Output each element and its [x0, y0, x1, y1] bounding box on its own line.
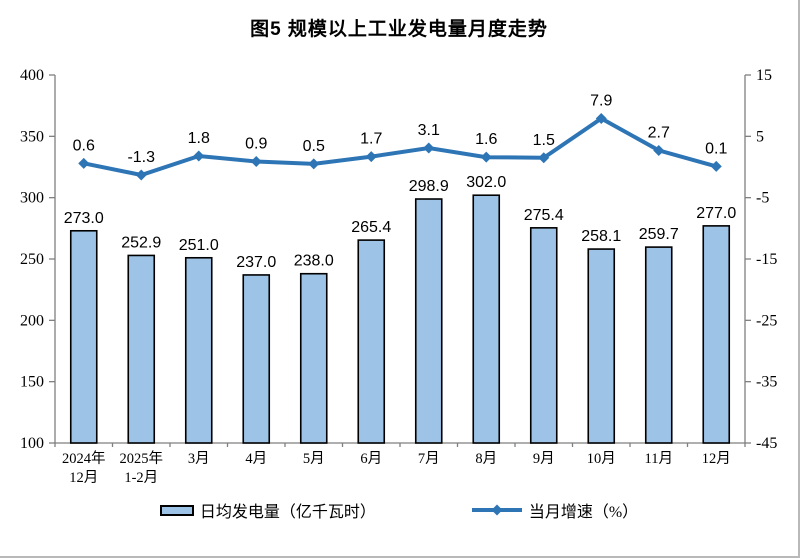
x-axis-category-label: 7月	[418, 451, 440, 467]
line-data-label: 0.9	[245, 135, 267, 152]
bar	[299, 272, 328, 444]
left-axis-tick-label: 150	[20, 374, 44, 391]
x-axis-category-label: 12月	[69, 470, 98, 486]
bar-data-label: 265.4	[351, 219, 391, 236]
bar	[414, 198, 443, 444]
bar-data-label: 298.9	[409, 178, 449, 195]
x-axis-category-label: 11月	[645, 451, 673, 467]
left-axis-tick-label: 200	[20, 312, 44, 329]
x-axis-category-label: 12月	[702, 451, 731, 467]
bar	[644, 246, 673, 444]
line-data-label: 1.6	[475, 131, 497, 148]
bar	[357, 239, 386, 444]
right-axis-tick-label: 5	[756, 128, 764, 145]
line-marker-icon	[365, 151, 377, 163]
line-series-path	[83, 116, 717, 178]
bar-data-label: 259.7	[639, 226, 679, 243]
right-axis-tick-label: -15	[756, 251, 777, 268]
bar	[472, 194, 501, 444]
x-axis-category-label: 3月	[188, 451, 210, 467]
left-axis-tick-label: 350	[20, 128, 44, 145]
line-series-swatch	[471, 504, 522, 516]
bar-data-label: 258.1	[581, 228, 621, 245]
left-axis-tick-label: 400	[20, 67, 44, 84]
line-data-label: 1.7	[360, 131, 382, 148]
bar	[127, 254, 156, 444]
line-data-label: 0.6	[73, 137, 95, 154]
line-data-label: -1.3	[127, 149, 155, 166]
x-axis-category-label: 8月	[475, 451, 497, 467]
right-axis-tick-label: -25	[756, 312, 777, 329]
right-axis-tick-label: 15	[756, 67, 772, 84]
line-marker-icon	[538, 152, 550, 164]
bar-data-label: 237.0	[236, 254, 276, 271]
bar	[587, 248, 616, 444]
bar	[69, 229, 98, 444]
line-swatch-diamond-icon	[491, 504, 503, 516]
bar-data-label: 238.0	[294, 253, 334, 270]
x-axis-category-label: 5月	[303, 451, 325, 467]
line-marker-icon	[193, 150, 205, 162]
right-axis-tick-label: -45	[756, 435, 777, 452]
line-series-label: 当月增速（%）	[528, 504, 639, 521]
line-data-label: 2.7	[648, 124, 670, 141]
x-axis-category-label: 1-2月	[124, 470, 158, 486]
bar	[529, 227, 558, 444]
x-axis-category-label: 6月	[360, 451, 382, 467]
chart-title: 图5 规模以上工业发电量月度走势	[250, 19, 548, 40]
line-marker-icon	[250, 155, 262, 167]
legend-item-line: 当月增速（%）	[471, 498, 638, 522]
line-marker-icon	[423, 142, 435, 154]
line-marker-icon	[595, 113, 607, 125]
legend-item-bar: 日均发电量（亿千瓦时）	[159, 498, 376, 522]
line-data-label: 1.5	[533, 132, 555, 149]
x-axis-category-label: 9月	[533, 451, 555, 467]
chart-plot: 100 150 200 250 300 350 400 -45 -35 -25 -15 -5 5 15 27…	[20, 67, 777, 486]
left-axis-tick-label: 300	[20, 190, 44, 207]
line-data-label: 0.5	[303, 138, 325, 155]
x-axis-category-label: 10月	[587, 451, 616, 467]
x-axis-category-label: 2025年	[120, 450, 164, 467]
line-marker-icon	[480, 151, 492, 163]
line-marker-icon	[710, 160, 722, 172]
bar	[702, 225, 731, 444]
bar-data-label: 251.0	[179, 237, 219, 254]
left-axis-tick-label: 100	[20, 435, 44, 452]
line-marker-icon	[308, 158, 320, 170]
bar	[242, 274, 271, 444]
bar-data-label: 275.4	[524, 207, 564, 224]
x-axis-category-label: 2024年	[62, 450, 106, 467]
bar-series-label: 日均发电量（亿千瓦时）	[199, 504, 376, 521]
x-axis-category-label: 4月	[245, 451, 267, 467]
line-data-label: 1.8	[188, 130, 210, 147]
right-axis-tick-label: -5	[756, 190, 769, 207]
bar	[184, 256, 213, 444]
line-data-label: 3.1	[418, 122, 440, 139]
bar-data-label: 252.9	[121, 234, 161, 251]
bar-series-swatch	[159, 504, 194, 516]
bar-data-label: 277.0	[696, 205, 736, 222]
line-data-label: 0.1	[705, 140, 727, 157]
right-axis-tick-label: -35	[756, 374, 777, 391]
line-marker-icon	[653, 144, 665, 156]
line-marker-icon	[135, 169, 147, 181]
bar-data-label: 302.0	[466, 174, 506, 191]
bar-data-label: 273.0	[64, 210, 104, 227]
left-axis-tick-label: 250	[20, 251, 44, 268]
line-marker-icon	[78, 157, 90, 169]
chart-legend: 日均发电量（亿千瓦时） 当月增速（%）	[0, 498, 798, 522]
line-data-label: 7.9	[590, 93, 612, 110]
